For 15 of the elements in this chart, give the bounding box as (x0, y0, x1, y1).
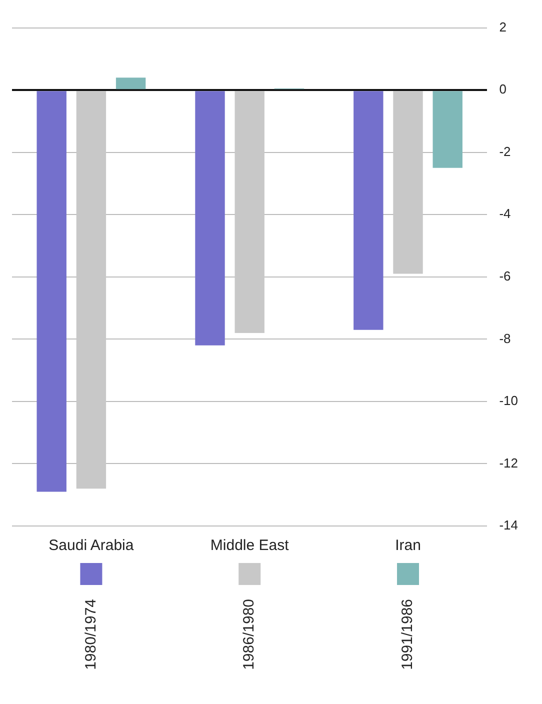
y-tick-label: -8 (499, 330, 511, 346)
x-tick-label: Saudi Arabia (48, 537, 134, 554)
y-tick-label: 2 (499, 19, 506, 34)
legend-label: 1986/1980 (240, 599, 258, 670)
legend-label: 1980/1974 (82, 599, 100, 670)
x-tick-label: Iran (395, 537, 421, 554)
y-tick-label: -12 (499, 455, 518, 470)
x-tick-label: Middle East (210, 537, 290, 554)
legend-label: 1991/1986 (399, 599, 416, 670)
y-tick-label: -14 (499, 518, 518, 533)
y-tick-label: -6 (499, 268, 511, 284)
y-tick-label: -4 (499, 206, 511, 222)
y-tick-label: 0 (499, 82, 506, 97)
y-tick-label: -10 (499, 393, 518, 408)
y-tick-label: -2 (499, 144, 511, 159)
